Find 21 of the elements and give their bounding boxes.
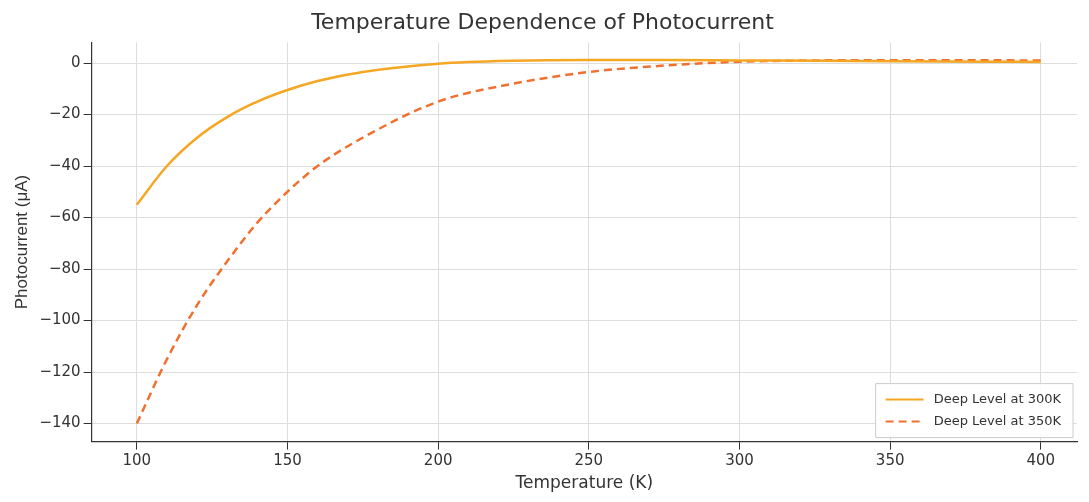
y-tick-label: −60 <box>48 207 81 226</box>
chart-title: Temperature Dependence of Photocurrent <box>310 8 775 34</box>
y-tick-label: −20 <box>48 104 81 123</box>
x-tick-label: 400 <box>1026 451 1056 470</box>
x-tick-label: 100 <box>122 451 152 470</box>
y-tick-label: −100 <box>39 310 81 329</box>
legend-label: Deep Level at 300K <box>933 390 1062 406</box>
y-tick-label: −140 <box>39 413 81 432</box>
y-tick-label: 0 <box>71 52 81 71</box>
y-tick-label: −80 <box>48 258 81 277</box>
x-tick-label: 300 <box>725 451 754 470</box>
line-series <box>135 58 1043 206</box>
x-axis-title: Temperature (K) <box>514 472 654 493</box>
x-tick-label: 350 <box>875 451 905 470</box>
x-tick-label: 150 <box>273 451 302 470</box>
y-axis-title: Photocurrent (μA) <box>11 174 31 310</box>
x-tick-label: 200 <box>423 451 453 470</box>
x-tick-label: 250 <box>574 451 604 470</box>
legend-label: Deep Level at 350K <box>933 412 1062 428</box>
y-tick-label: −40 <box>48 155 81 174</box>
y-tick-label: −120 <box>39 361 81 380</box>
